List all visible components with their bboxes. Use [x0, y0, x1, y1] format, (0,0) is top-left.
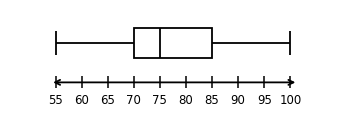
Text: 75: 75 — [152, 94, 167, 107]
Text: 70: 70 — [126, 94, 141, 107]
Text: 90: 90 — [231, 94, 245, 107]
Bar — [134, 28, 212, 58]
Text: 95: 95 — [257, 94, 272, 107]
Text: 65: 65 — [100, 94, 115, 107]
Text: 80: 80 — [178, 94, 193, 107]
Text: 100: 100 — [279, 94, 302, 107]
Text: 60: 60 — [74, 94, 89, 107]
Text: 85: 85 — [205, 94, 219, 107]
Text: 55: 55 — [48, 94, 63, 107]
